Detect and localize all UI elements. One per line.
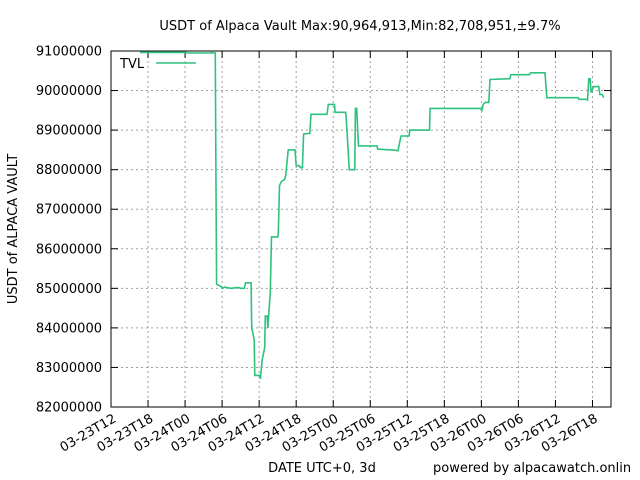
series-line-tvl [140, 51, 605, 380]
y-tick-label: 91000000 [36, 45, 102, 60]
y-tick-label: 86000000 [36, 242, 102, 257]
legend-label-tvl: TVL [119, 57, 145, 72]
y-tick-label: 89000000 [36, 124, 102, 139]
x-axis-label: DATE UTC+0, 3d [268, 461, 376, 476]
y-tick-label: 87000000 [36, 203, 102, 218]
y-tick-label: 85000000 [36, 282, 102, 297]
series-group [140, 51, 605, 380]
y-tick-label: 83000000 [36, 361, 102, 376]
legend: TVL [119, 57, 196, 72]
grid-lines [111, 51, 611, 407]
chart-title: USDT of Alpaca Vault Max:90,964,913,Min:… [159, 19, 560, 34]
y-tick-label: 88000000 [36, 163, 102, 178]
y-tick-label: 90000000 [36, 84, 102, 99]
y-axis-label: USDT of ALPACA VAULT [6, 154, 21, 304]
footer-credit: powered by alpacawatch.onlin [433, 461, 631, 476]
y-axis: 82000000 83000000 84000000 85000000 86000000… [36, 45, 611, 416]
y-tick-label: 82000000 [36, 401, 102, 416]
plot-frame [110, 50, 612, 408]
y-tick-label: 84000000 [36, 321, 102, 336]
